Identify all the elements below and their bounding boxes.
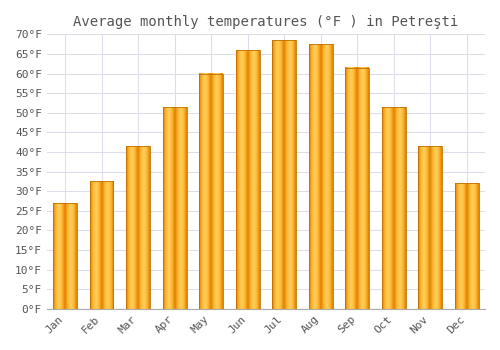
Bar: [200, 74, 223, 309]
Bar: [90, 181, 114, 309]
Bar: [455, 183, 478, 309]
Bar: [272, 40, 296, 309]
Bar: [346, 68, 369, 309]
Title: Average monthly temperatures (°F ) in Petreşti: Average monthly temperatures (°F ) in Pe…: [74, 15, 458, 29]
Bar: [418, 146, 442, 309]
Bar: [309, 44, 332, 309]
Bar: [382, 107, 406, 309]
Bar: [54, 203, 77, 309]
Bar: [236, 50, 260, 309]
Bar: [126, 146, 150, 309]
Bar: [163, 107, 186, 309]
